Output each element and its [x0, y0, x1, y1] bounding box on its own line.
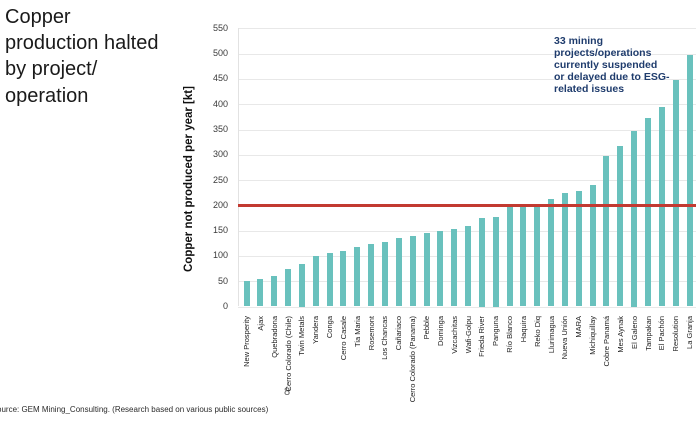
gridline: [238, 104, 696, 106]
y-tick-label: 400: [212, 98, 228, 109]
bar: [478, 218, 485, 307]
gridline: [238, 154, 696, 156]
y-axis-line: [238, 28, 239, 307]
bar: [589, 185, 596, 307]
bar: [686, 54, 693, 307]
bar: [354, 247, 361, 307]
bar: [326, 253, 333, 307]
bar: [672, 80, 679, 307]
chart-annotation: 33 mining projects/operations currently …: [554, 35, 670, 95]
y-tick-label: 300: [212, 149, 228, 160]
bar: [631, 130, 638, 307]
y-tick-label: 150: [212, 225, 228, 236]
gridline: [238, 180, 696, 181]
gridline: [238, 129, 696, 131]
bar: [437, 230, 444, 307]
stray-glyph: 8: [284, 386, 291, 398]
bar: [395, 238, 402, 307]
gridline: [238, 306, 696, 308]
y-tick-label: 100: [212, 250, 228, 261]
bar: [520, 205, 527, 307]
bar: [340, 250, 347, 307]
bar: [451, 229, 458, 307]
bar: [312, 255, 319, 307]
bar: [548, 199, 555, 307]
bar: [298, 263, 305, 307]
y-tick-label: 250: [212, 174, 228, 185]
y-tick-label: 500: [212, 48, 228, 59]
bar: [368, 244, 375, 307]
bar: [492, 216, 499, 307]
y-tick-label: 550: [212, 22, 228, 33]
bar: [285, 268, 291, 307]
source-note: ource: GEM Mining_Consulting. (Research …: [0, 405, 269, 414]
x-tick-label: La Granja: [685, 316, 694, 349]
bar: [561, 192, 568, 307]
y-tick-label: 200: [212, 199, 228, 210]
bar: [575, 191, 582, 307]
gridline: [238, 78, 696, 80]
bar: [271, 276, 278, 307]
gridline: [238, 28, 696, 30]
reference-line: [238, 203, 696, 207]
bar: [409, 235, 416, 307]
bar: [506, 206, 513, 307]
y-tick-label: 50: [217, 275, 228, 286]
bar: [534, 203, 541, 307]
page-title: Copper production halted by project/ ope…: [5, 6, 159, 107]
bar: [257, 278, 264, 307]
bar: [645, 118, 651, 307]
x-tick-label: Ajax: [255, 316, 265, 331]
bar: [603, 155, 610, 307]
y-tick-label: 450: [212, 73, 228, 84]
gridline: [238, 53, 696, 55]
bar: [381, 241, 388, 307]
y-tick-label: 0: [222, 301, 228, 311]
bar: [423, 233, 430, 307]
y-tick-label: 350: [212, 124, 228, 134]
bar: [243, 281, 250, 307]
bar: [617, 145, 624, 307]
bar: [465, 225, 471, 307]
